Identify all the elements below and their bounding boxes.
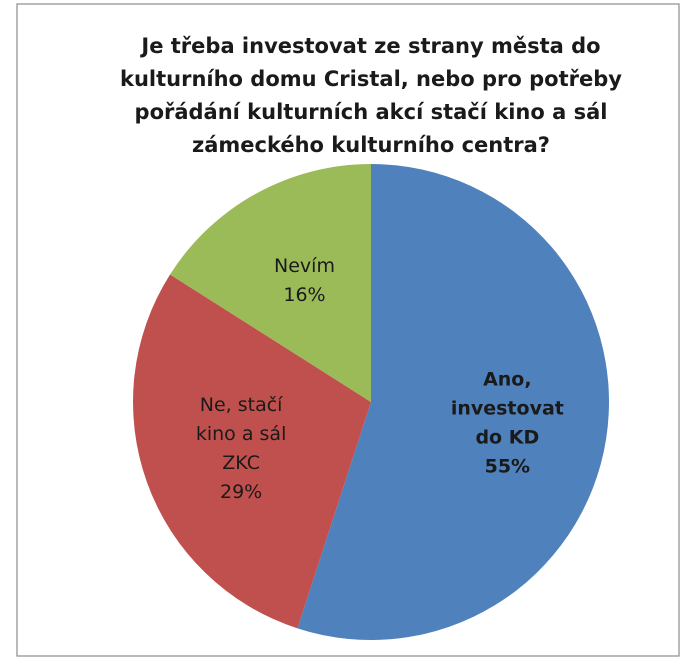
slice-label: kino a sál — [196, 423, 287, 445]
chart-title: pořádání kulturních akcí stačí kino a sá… — [135, 100, 608, 124]
slice-value-label: 55% — [485, 456, 530, 478]
chart-title: Je třeba investovat ze strany města do — [139, 34, 600, 58]
slice-value-label: 29% — [220, 481, 262, 503]
slice-label: investovat — [451, 398, 564, 420]
pie-slice — [297, 164, 610, 640]
slice-label: ZKC — [222, 452, 260, 474]
slice-label: Nevím — [274, 255, 335, 277]
chart-title: kulturního domu Cristal, nebo pro potřeb… — [120, 67, 622, 91]
slice-value-label: 16% — [283, 284, 325, 306]
slice-label: Ne, stačí — [200, 394, 283, 416]
pie-slice — [170, 164, 371, 402]
chart-title: zámeckého kulturního centra? — [192, 133, 550, 157]
pie-slice — [133, 274, 371, 629]
slice-label: Ano, — [483, 369, 532, 391]
slice-label: do KD — [475, 427, 539, 449]
